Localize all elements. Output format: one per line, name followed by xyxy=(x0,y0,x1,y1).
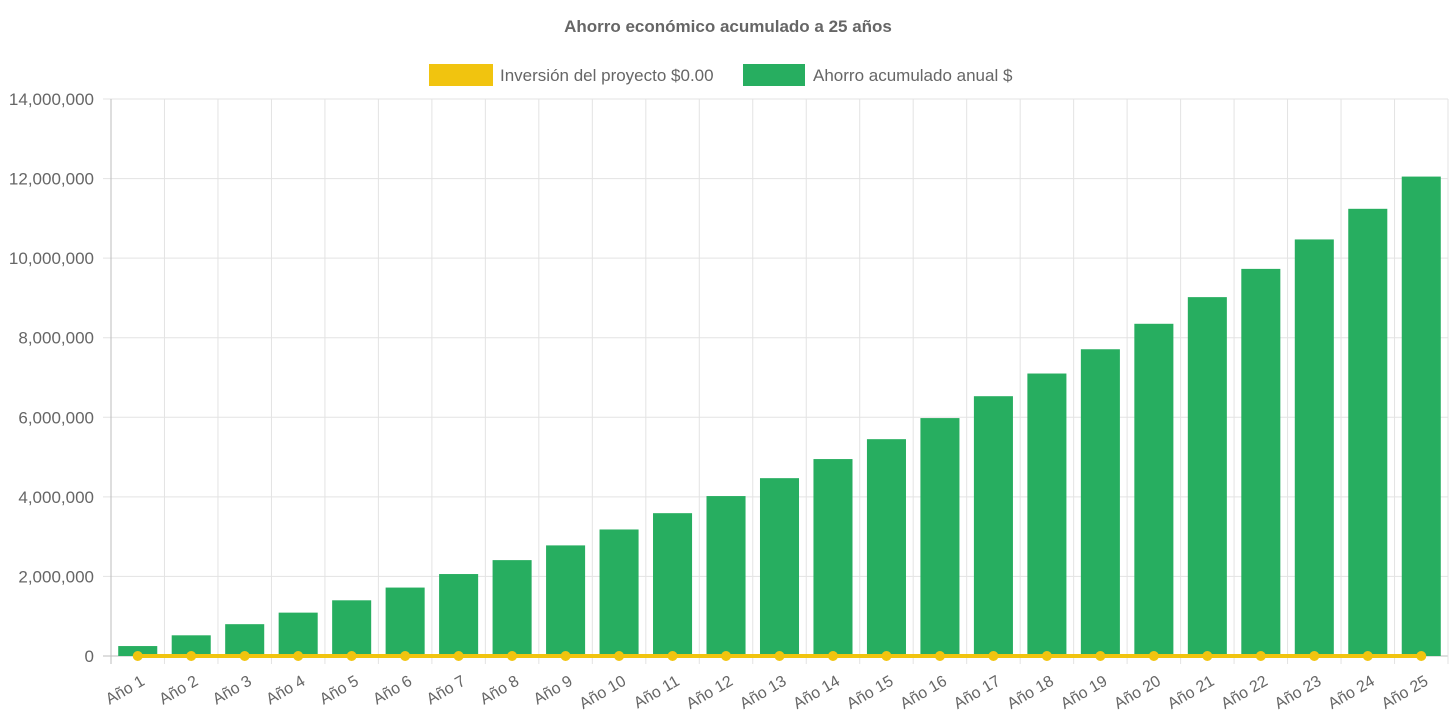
x-tick-label: Año 21 xyxy=(1165,673,1218,713)
y-tick-label: 6,000,000 xyxy=(18,408,94,427)
line-point[interactable] xyxy=(827,651,838,661)
line-point[interactable] xyxy=(1362,651,1373,661)
x-tick-label: Año 20 xyxy=(1111,673,1164,713)
bar[interactable] xyxy=(1241,268,1281,656)
y-tick-label: 12,000,000 xyxy=(9,170,94,189)
x-tick-label: Año 14 xyxy=(791,673,844,713)
y-tick-label: 4,000,000 xyxy=(18,488,94,507)
line-point[interactable] xyxy=(988,651,999,661)
x-tick-label: Año 6 xyxy=(370,673,415,709)
line-point[interactable] xyxy=(453,651,464,661)
line-point[interactable] xyxy=(507,651,518,661)
x-tick-label: Año 17 xyxy=(951,673,1004,713)
line-point[interactable] xyxy=(400,651,411,661)
bar[interactable] xyxy=(546,545,586,656)
line-point[interactable] xyxy=(239,651,250,661)
bar[interactable] xyxy=(1080,349,1120,656)
bar[interactable] xyxy=(492,560,532,656)
bar[interactable] xyxy=(1187,297,1227,656)
x-tick-label: Año 18 xyxy=(1004,673,1057,713)
legend-label-inversion: Inversión del proyecto $0.00 xyxy=(500,66,714,85)
y-tick-label: 10,000,000 xyxy=(9,249,94,268)
bar[interactable] xyxy=(599,529,639,656)
bar[interactable] xyxy=(1294,239,1334,656)
bar[interactable] xyxy=(920,418,960,656)
y-tick-label: 0 xyxy=(85,647,94,666)
bar[interactable] xyxy=(171,635,211,656)
x-tick-label: Año 13 xyxy=(737,673,790,713)
line-point[interactable] xyxy=(1255,651,1266,661)
legend-swatch-ahorro xyxy=(743,64,805,86)
legend-label-ahorro: Ahorro acumulado anual $ xyxy=(813,66,1013,85)
x-tick-label: Año 5 xyxy=(317,673,362,709)
x-tick-label: Año 16 xyxy=(898,673,951,713)
grid xyxy=(103,98,1449,664)
line-point[interactable] xyxy=(934,651,945,661)
bar[interactable] xyxy=(866,439,906,656)
bar[interactable] xyxy=(439,574,479,656)
y-tick-label: 14,000,000 xyxy=(9,90,94,109)
bar[interactable] xyxy=(759,478,800,656)
bar[interactable] xyxy=(813,459,853,656)
x-tick-label: Año 9 xyxy=(531,673,576,709)
line-point[interactable] xyxy=(1041,651,1052,661)
x-tick-label: Año 2 xyxy=(157,673,202,709)
x-tick-label: Año 3 xyxy=(210,673,255,709)
line-point[interactable] xyxy=(1148,651,1159,661)
y-tick-label: 8,000,000 xyxy=(18,329,94,348)
bar[interactable] xyxy=(1348,208,1388,656)
x-tick-label: Año 24 xyxy=(1325,673,1378,713)
x-tick-label: Año 12 xyxy=(684,673,737,713)
x-tick-label: Año 23 xyxy=(1272,673,1325,713)
line-point[interactable] xyxy=(667,651,678,661)
bar[interactable] xyxy=(278,612,318,656)
line-point[interactable] xyxy=(1309,651,1320,661)
x-tick-label: Año 7 xyxy=(424,673,469,709)
line-point[interactable] xyxy=(293,651,304,661)
x-tick-label: Año 19 xyxy=(1058,673,1111,713)
line-point[interactable] xyxy=(721,651,732,661)
bar[interactable] xyxy=(225,624,265,656)
legend-swatch-inversion xyxy=(429,64,493,86)
line-point[interactable] xyxy=(186,651,197,661)
line-point[interactable] xyxy=(774,651,785,661)
bar[interactable] xyxy=(706,496,746,656)
bar[interactable] xyxy=(1401,176,1441,656)
x-tick-label: Año 25 xyxy=(1379,673,1432,713)
x-tick-label: Año 22 xyxy=(1218,673,1271,713)
x-tick-label: Año 15 xyxy=(844,673,897,713)
investment-line xyxy=(132,651,1427,661)
bar[interactable] xyxy=(1027,373,1067,656)
x-axis: Año 1 Año 2 Año 3 Año 4 Año 5 Año 6 Año 7 Año 8… xyxy=(103,673,1431,713)
line-point[interactable] xyxy=(1202,651,1213,661)
x-tick-label: Año 8 xyxy=(477,673,522,709)
bar[interactable] xyxy=(653,513,693,656)
line-point[interactable] xyxy=(560,651,571,661)
line-point[interactable] xyxy=(1095,651,1106,661)
line-point[interactable] xyxy=(346,651,357,661)
legend-item-inversion[interactable]: Inversión del proyecto $0.00 xyxy=(429,64,714,86)
legend-item-ahorro[interactable]: Ahorro acumulado anual $ xyxy=(743,64,1013,86)
bar[interactable] xyxy=(332,600,372,656)
x-tick-label: Año 10 xyxy=(577,673,630,713)
bars xyxy=(118,176,1441,656)
y-tick-label: 2,000,000 xyxy=(18,567,94,586)
bar[interactable] xyxy=(1134,323,1174,656)
line-point[interactable] xyxy=(1416,651,1427,661)
x-tick-label: Año 4 xyxy=(263,673,308,709)
line-point[interactable] xyxy=(614,651,625,661)
bar[interactable] xyxy=(385,587,425,656)
bar[interactable] xyxy=(973,396,1013,656)
x-tick-label: Año 1 xyxy=(103,673,148,709)
line-point[interactable] xyxy=(132,651,143,661)
x-tick-label: Año 11 xyxy=(631,673,682,713)
legend: Inversión del proyecto $0.00 Ahorro acum… xyxy=(429,64,1013,86)
chart-title: Ahorro económico acumulado a 25 años xyxy=(564,17,892,36)
line-point[interactable] xyxy=(881,651,892,661)
y-axis: 0 2,000,000 4,000,000 6,000,000 8,000,000 10,… xyxy=(9,90,94,666)
